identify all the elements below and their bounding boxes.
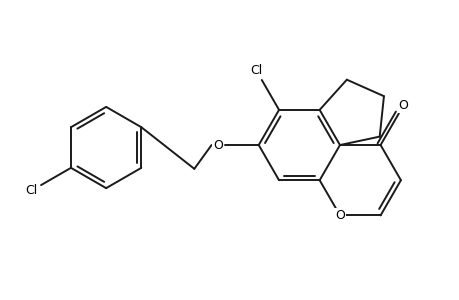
Text: O: O xyxy=(213,139,223,152)
Text: O: O xyxy=(334,209,344,222)
Text: Cl: Cl xyxy=(25,184,38,197)
Text: Cl: Cl xyxy=(250,64,262,77)
Text: O: O xyxy=(397,99,408,112)
